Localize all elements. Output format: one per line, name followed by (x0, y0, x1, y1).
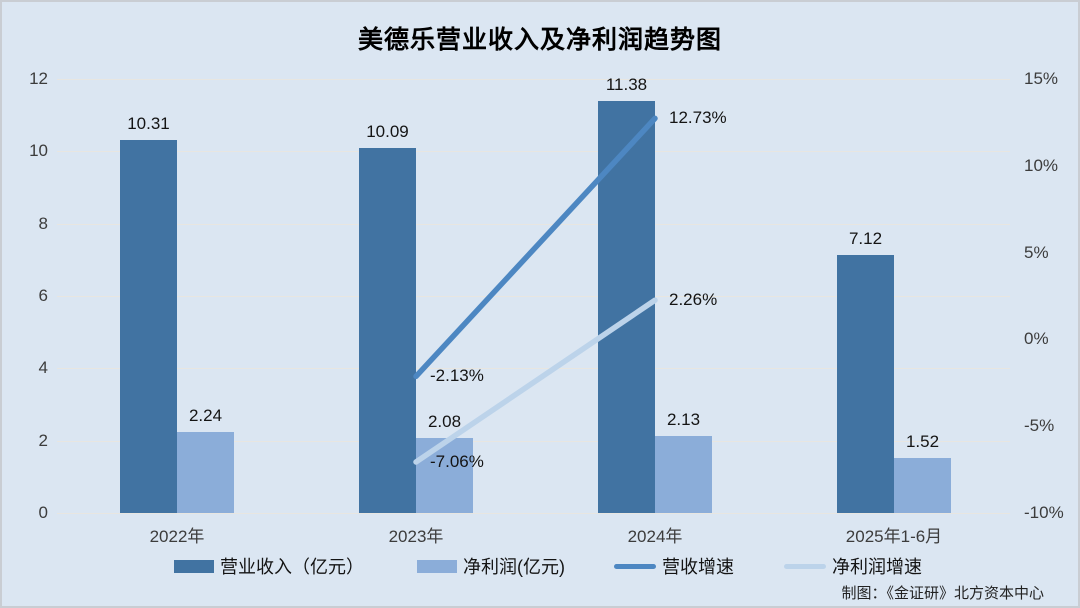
left-axis-tick: 6 (38, 286, 48, 305)
gridline (57, 79, 1010, 80)
left-axis-tick: 12 (29, 69, 48, 88)
gridline (57, 224, 1010, 225)
bar-value-label: 2.24 (188, 406, 223, 425)
gridline (57, 513, 1010, 514)
line-point-label: -7.06% (430, 452, 484, 471)
legend-bar-swatch (417, 559, 457, 573)
bar (416, 438, 473, 513)
right-axis-tick: 0% (1024, 329, 1049, 348)
bar (894, 458, 951, 513)
left-axis-tick: 8 (38, 214, 48, 233)
chart-title: 美德乐营业收入及净利润趋势图 (357, 26, 722, 54)
right-axis-tick: 10% (1024, 156, 1059, 175)
bar-value-label: 7.12 (848, 229, 883, 248)
legend-item: 净利润(亿元) (417, 551, 565, 581)
right-axis-tick: 5% (1024, 243, 1049, 262)
legend-label: 净利润(亿元) (463, 557, 565, 577)
bar-value-label: 10.09 (366, 122, 409, 141)
right-axis-tick: 15% (1024, 69, 1059, 88)
left-axis-tick: 0 (38, 503, 48, 522)
bar (177, 432, 234, 513)
legend-item: 净利润增速 (784, 551, 922, 581)
legend-line-swatch (614, 563, 656, 569)
legend-item: 营业收入（亿元） (174, 551, 364, 581)
legend: 营业收入（亿元） 净利润(亿元) 营收增速 净利润增速 (2, 551, 1078, 581)
right-axis-tick: -10% (1024, 503, 1064, 522)
legend-label: 净利润增速 (832, 557, 922, 577)
credit-text: 制图：《金证研》北方资本中心 (841, 585, 1044, 602)
left-axis-tick: 4 (38, 358, 48, 377)
left-axis-tick: 10 (29, 141, 48, 160)
category-label: 2025年1-6月 (845, 527, 943, 546)
category-label: 2023年 (388, 527, 444, 546)
legend-bar-swatch (174, 559, 214, 573)
right-axis-tick: -5% (1024, 416, 1055, 435)
legend-label: 营收增速 (662, 557, 734, 577)
bar-value-label: 11.38 (605, 75, 648, 94)
bar-value-label: 10.31 (127, 114, 170, 133)
bar (598, 101, 655, 513)
bar-value-label: 1.52 (905, 432, 940, 451)
category-label: 2024年 (627, 527, 683, 546)
category-label: 2022年 (149, 527, 205, 546)
line-point-label: 12.73% (669, 108, 727, 127)
bar (837, 255, 894, 513)
bar-value-label: 2.08 (427, 412, 462, 431)
legend-line-swatch (784, 563, 826, 569)
legend-item: 营收增速 (614, 551, 734, 581)
line-point-label: 2.26% (669, 290, 718, 309)
bar (655, 436, 712, 513)
legend-label: 营业收入（亿元） (220, 557, 364, 577)
bar (120, 140, 177, 513)
line-point-label: -2.13% (430, 366, 484, 385)
left-axis-tick: 2 (38, 431, 48, 450)
bar (359, 148, 416, 513)
bar-value-label: 2.13 (666, 410, 701, 429)
gridline (57, 151, 1010, 152)
